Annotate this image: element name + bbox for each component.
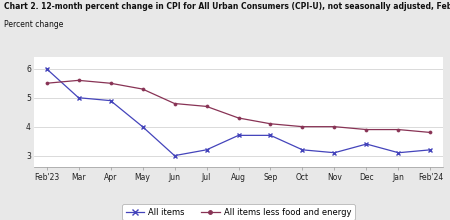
All items less food and energy [204, 105, 209, 108]
All items [236, 134, 241, 137]
All items [172, 154, 177, 157]
All items [204, 148, 209, 151]
All items [108, 99, 113, 102]
Text: Chart 2. 12-month percent change in CPI for All Urban Consumers (CPI-U), not sea: Chart 2. 12-month percent change in CPI … [4, 2, 450, 11]
All items less food and energy [396, 128, 401, 131]
Text: Percent change: Percent change [4, 20, 64, 29]
All items less food and energy [76, 79, 81, 82]
Legend: All items, All items less food and energy: All items, All items less food and energ… [122, 204, 355, 220]
All items less food and energy [172, 102, 177, 105]
All items [140, 125, 145, 128]
All items [332, 151, 337, 154]
All items less food and energy [268, 123, 273, 125]
All items less food and energy [108, 82, 113, 84]
Line: All items less food and energy: All items less food and energy [45, 79, 432, 134]
All items less food and energy [332, 125, 337, 128]
All items [428, 148, 433, 151]
All items less food and energy [428, 131, 433, 134]
All items [76, 96, 81, 99]
All items [300, 148, 305, 151]
All items [396, 151, 401, 154]
All items less food and energy [44, 82, 49, 84]
All items less food and energy [140, 88, 145, 90]
Line: All items: All items [44, 66, 433, 158]
All items [364, 143, 369, 145]
All items less food and energy [236, 117, 241, 119]
All items [44, 68, 49, 70]
All items less food and energy [364, 128, 369, 131]
All items [268, 134, 273, 137]
All items less food and energy [300, 125, 305, 128]
